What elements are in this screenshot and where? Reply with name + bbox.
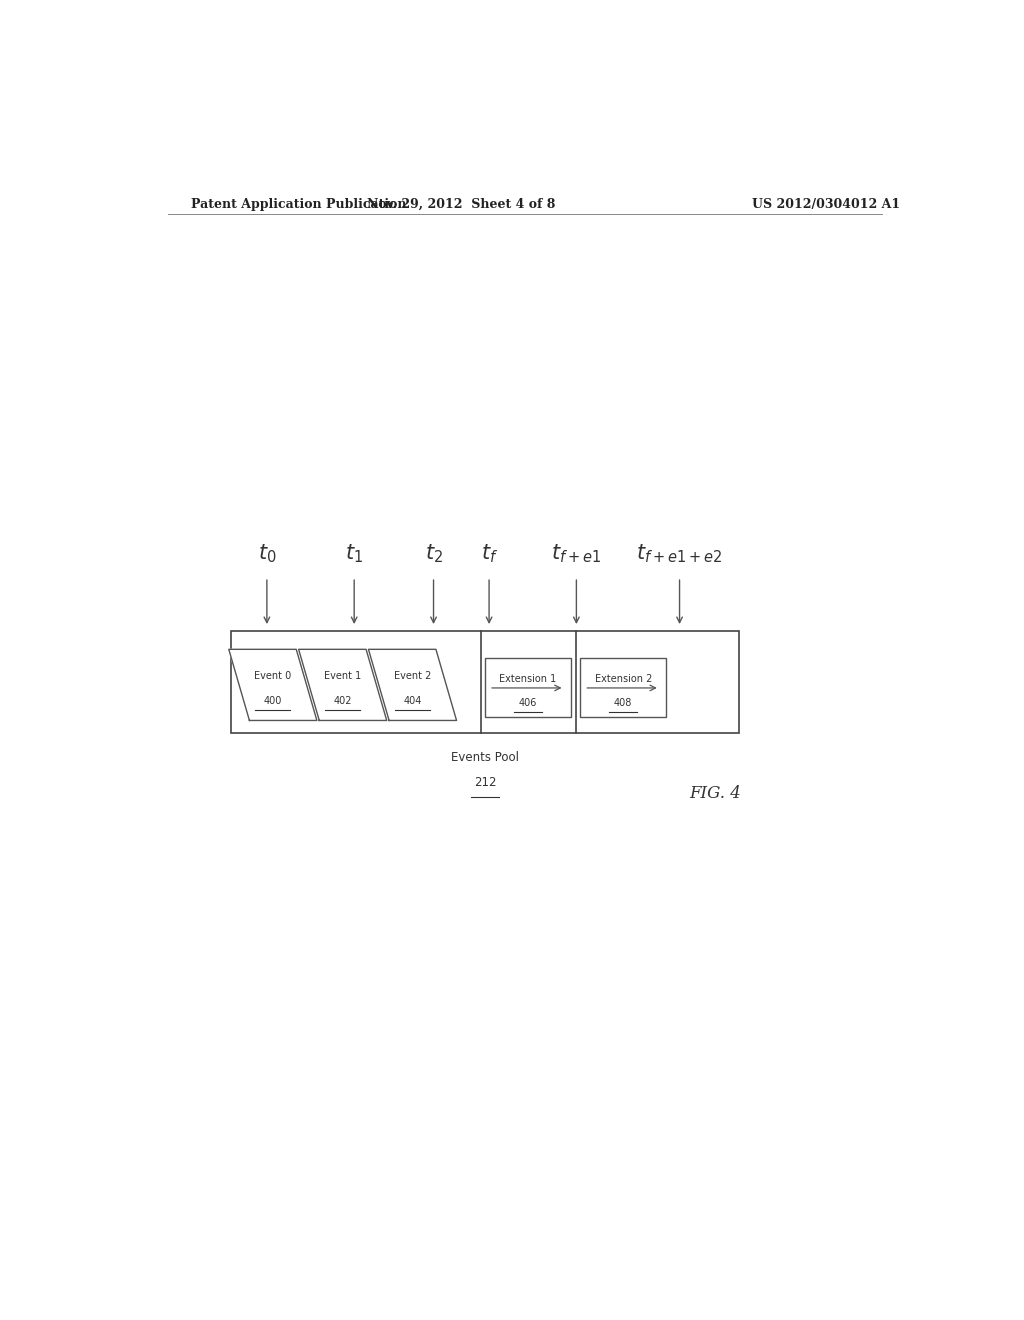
Text: FIG. 4: FIG. 4 [689,785,741,803]
Text: Event 1: Event 1 [324,671,361,681]
Text: $t_0$: $t_0$ [258,543,276,565]
Text: 404: 404 [403,696,422,706]
Text: $t_1$: $t_1$ [345,543,364,565]
Text: Events Pool: Events Pool [452,751,519,764]
Bar [485,659,570,718]
Text: 400: 400 [263,696,282,706]
Text: 408: 408 [614,698,633,708]
Text: Nov. 29, 2012  Sheet 4 of 8: Nov. 29, 2012 Sheet 4 of 8 [368,198,555,211]
Text: $t_{f+e1+e2}$: $t_{f+e1+e2}$ [636,543,723,565]
Text: Patent Application Publication: Patent Application Publication [191,198,407,211]
Text: $t_2$: $t_2$ [425,543,442,565]
Text: $t_f$: $t_f$ [480,543,498,565]
Text: Extension 2: Extension 2 [595,675,652,684]
Bar [581,659,666,718]
Polygon shape [228,649,316,721]
Polygon shape [369,649,457,721]
Bar [231,631,739,733]
Text: 406: 406 [519,698,538,708]
Polygon shape [299,649,387,721]
Text: 402: 402 [334,696,352,706]
Text: Event 0: Event 0 [254,671,292,681]
Text: Extension 1: Extension 1 [500,675,557,684]
Text: Event 2: Event 2 [394,671,431,681]
Text: 212: 212 [474,776,497,789]
Text: US 2012/0304012 A1: US 2012/0304012 A1 [753,198,900,211]
Text: $t_{f+e1}$: $t_{f+e1}$ [551,543,601,565]
